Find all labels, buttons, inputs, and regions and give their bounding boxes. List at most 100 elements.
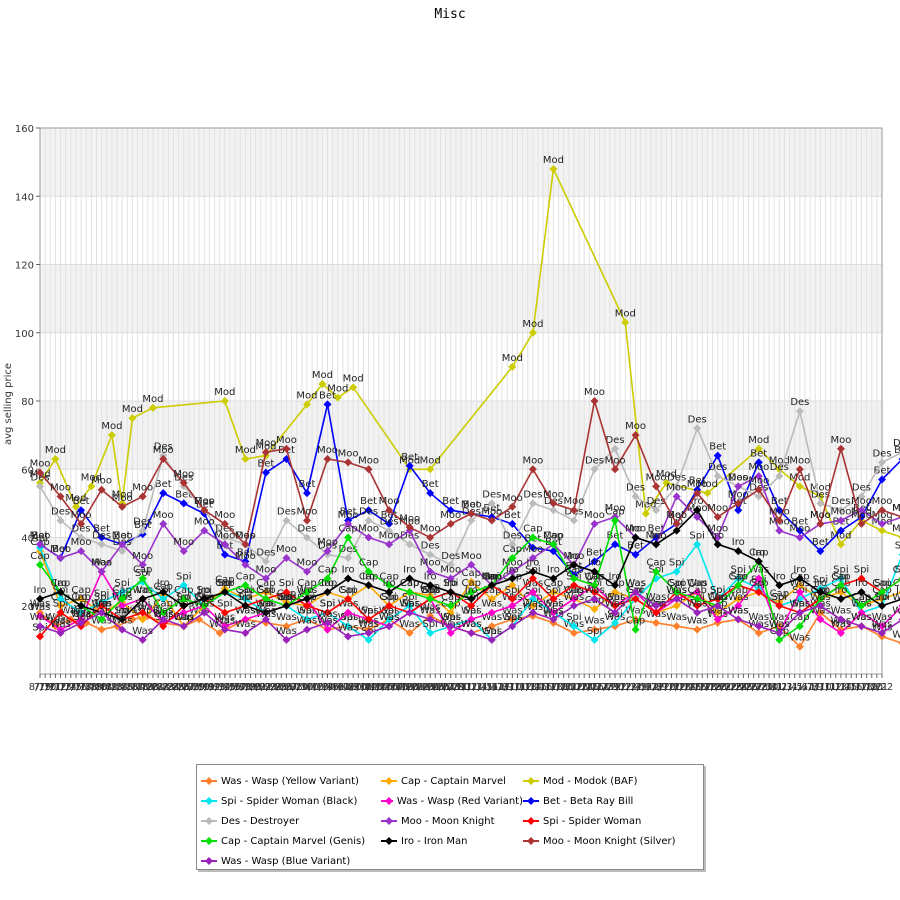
data-label: Bet — [340, 506, 357, 517]
data-label: Was — [215, 616, 236, 627]
data-point — [795, 608, 804, 617]
data-point — [241, 601, 250, 610]
x-tick-label: 9/26 — [270, 682, 292, 693]
x-tick-label: 8/18 — [126, 682, 148, 693]
data-label: Moo — [461, 551, 482, 562]
x-tick-label: 8/23 — [152, 682, 174, 693]
x-tick-label: 11/17 — [529, 682, 558, 693]
data-point — [426, 629, 435, 638]
data-label: Cap — [749, 547, 768, 558]
data-label: Spi — [895, 564, 900, 575]
data-point — [405, 523, 414, 532]
data-label: Spi — [320, 599, 335, 610]
data-point — [261, 615, 270, 624]
data-point — [385, 526, 394, 535]
legend-swatch — [381, 816, 397, 826]
x-tick-label: 11/21 — [549, 682, 578, 693]
data-point — [857, 588, 866, 597]
x-tick-label: 9/22 — [250, 682, 272, 693]
data-label: Des — [626, 483, 645, 494]
data-point — [590, 581, 599, 590]
data-label: Spi — [484, 571, 499, 582]
data-label: Des — [195, 496, 214, 507]
data-label: Moo — [194, 517, 215, 528]
data-label: Was — [728, 605, 749, 616]
legend-item: Cap - Captain Marvel — [381, 771, 523, 791]
data-label: Moo — [420, 558, 441, 569]
data-point — [631, 550, 640, 559]
data-point — [220, 550, 229, 559]
data-label: Bet — [73, 496, 90, 507]
data-point — [36, 622, 44, 631]
x-tick-label: 12/12 — [657, 682, 686, 693]
data-point — [426, 489, 435, 498]
data-label: Was — [810, 592, 831, 603]
x-tick-label: 1/11 — [814, 682, 836, 693]
data-label: Mod — [112, 489, 133, 500]
data-label: Moo — [317, 445, 338, 456]
data-label: Was — [132, 585, 153, 596]
data-label: Iro — [629, 524, 642, 535]
data-label: Moo — [810, 510, 831, 521]
x-tick-label: 12/15 — [672, 682, 701, 693]
x-tick-label: 8/14 — [106, 682, 128, 693]
x-tick-label: 7/17 — [70, 682, 92, 693]
data-label: Was — [132, 626, 153, 637]
data-point — [56, 492, 65, 501]
data-point — [836, 615, 845, 624]
x-tick-label: 10/14 — [359, 682, 388, 693]
x-tick-label: 10/19 — [385, 682, 414, 693]
data-label: Moo — [71, 537, 92, 548]
data-label: Spi — [402, 592, 417, 603]
data-label: Was — [297, 605, 318, 616]
legend: Was - Wasp (Yellow Variant) Cap - Captain… — [196, 764, 704, 870]
data-label: Bet — [196, 500, 213, 511]
data-label: Iro — [444, 578, 457, 589]
data-label: Was — [564, 592, 585, 603]
data-point — [426, 465, 435, 474]
data-label: Cap — [893, 578, 900, 589]
data-point — [405, 601, 414, 610]
data-point — [318, 379, 327, 388]
data-label: Was — [76, 609, 97, 620]
data-label: Des — [811, 489, 830, 500]
data-label: Spi — [94, 592, 109, 603]
data-label: Cap — [379, 571, 398, 582]
x-tick-label: 12/30 — [750, 682, 779, 693]
data-label: Iro — [75, 592, 88, 603]
data-label: Was — [728, 592, 749, 603]
data-point — [857, 506, 866, 515]
y-tick-label: 40 — [21, 534, 34, 545]
data-point — [302, 601, 311, 610]
legend-label: Cap - Captain Marvel (Genis) — [221, 835, 366, 847]
data-point — [795, 465, 804, 474]
data-label: Mod — [697, 479, 718, 490]
legend-label: Spi - Spider Woman (Black) — [221, 795, 358, 807]
x-tick-label: 8/13 — [101, 682, 123, 693]
legend-swatch — [523, 836, 539, 846]
data-point — [528, 328, 537, 337]
x-tick-label: 11/26 — [575, 682, 604, 693]
data-label: Cap — [893, 564, 900, 575]
legend-item: Was - Wasp (Blue Variant) — [201, 851, 381, 871]
data-point — [754, 557, 763, 566]
data-label: Moo — [235, 551, 256, 562]
y-tick-label: 60 — [21, 465, 34, 476]
data-label: Moo — [625, 524, 646, 535]
data-point — [138, 594, 147, 603]
data-point — [775, 516, 784, 525]
data-label: Iro — [896, 585, 900, 596]
data-label: Was — [687, 616, 708, 627]
data-point — [754, 444, 763, 453]
x-tick-label: 8/19 — [131, 682, 153, 693]
data-label: Moo — [851, 496, 872, 507]
data-point — [631, 492, 640, 501]
data-label: Spi — [135, 568, 150, 579]
data-label: Bet — [319, 390, 336, 401]
data-point — [590, 605, 599, 614]
data-label: Iro — [300, 585, 313, 596]
data-label: Bet — [668, 510, 685, 521]
x-tick-label: 10/6 — [321, 682, 343, 693]
data-point — [405, 461, 414, 470]
